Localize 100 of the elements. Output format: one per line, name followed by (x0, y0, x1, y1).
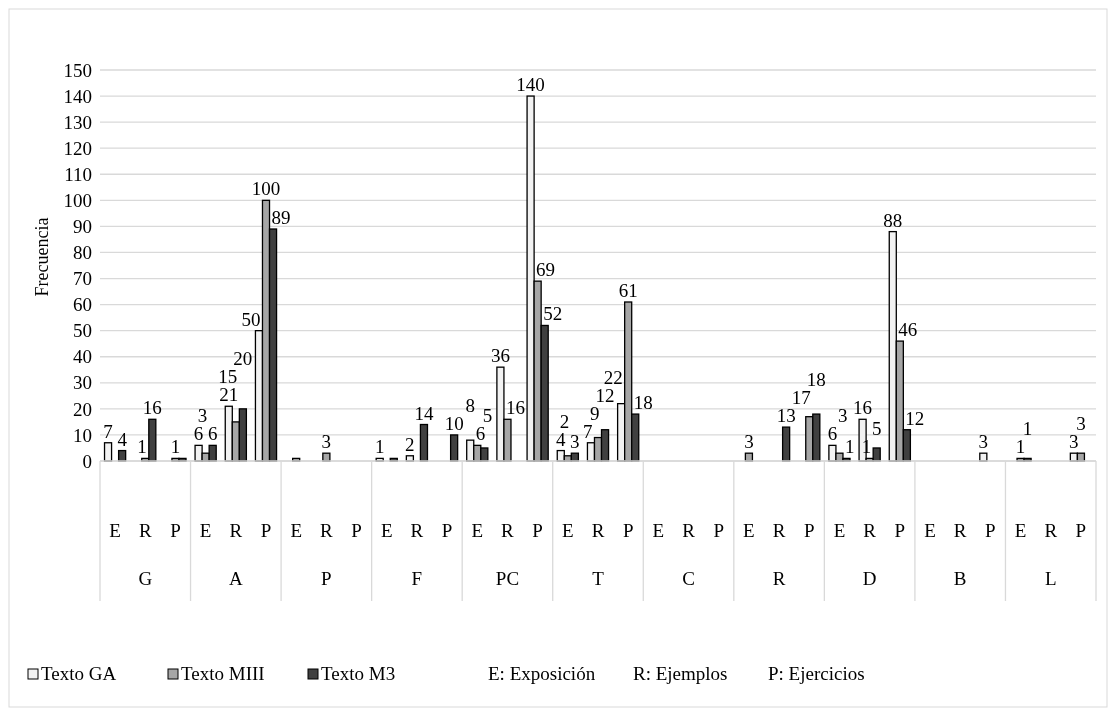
data-label: 88 (883, 209, 903, 231)
data-label: 1 (844, 436, 855, 458)
text: D (862, 568, 877, 589)
data-label: 1 (374, 436, 385, 458)
data-label: 52 (543, 303, 563, 325)
x-tick-label: P (532, 520, 543, 541)
x-tick-label: P (351, 520, 362, 541)
x-tick-label: R (772, 520, 786, 541)
text: B (953, 568, 967, 589)
data-label: 61 (618, 279, 638, 301)
y-tick-label: 30 (73, 372, 92, 394)
y-tick-label: 10 (73, 424, 92, 446)
y-tick-label: 110 (64, 163, 92, 185)
x-tick-label: P (1075, 520, 1087, 541)
y-tick-label: 120 (63, 137, 92, 159)
x-tick-label: R (501, 520, 515, 541)
data-label: 16 (142, 397, 162, 419)
text: A (228, 568, 243, 589)
x-tick-label: P (894, 520, 906, 541)
x-tick-label: R (863, 520, 877, 541)
text: T (592, 568, 605, 589)
legend-label: Texto MIII (181, 663, 265, 684)
y-tick-label: 100 (63, 189, 92, 211)
x-tick-label: P (441, 520, 453, 541)
x-tick-label: R (229, 520, 243, 541)
x-tick-label: R (682, 520, 696, 541)
data-label: 5 (871, 418, 882, 440)
x-tick-label: R (138, 520, 152, 541)
x-tick-label: E (743, 520, 755, 541)
y-tick-label: 130 (63, 111, 92, 133)
data-label: 3 (1076, 413, 1086, 435)
data-label: 8 (465, 394, 475, 416)
data-label: 16 (853, 397, 873, 419)
data-label: 12 (905, 407, 925, 429)
data-label: 36 (490, 345, 510, 367)
bar (781, 426, 791, 462)
bar (419, 423, 429, 462)
x-tick-label: P (170, 520, 181, 541)
x-tick-label: E (562, 520, 574, 541)
legend-label: Texto GA (41, 663, 117, 684)
x-tick-label: E (471, 520, 484, 541)
x-tick-label: E (652, 520, 665, 541)
data-label: 3 (321, 431, 332, 453)
data-label: 6 (207, 423, 218, 445)
legend-label: Texto M3 (321, 663, 396, 684)
x-tick-label: E (924, 520, 936, 541)
data-label: 1 (170, 436, 181, 458)
y-axis-title: Frecuencia (32, 217, 52, 297)
text: R: Ejemplos (633, 663, 728, 684)
x-tick-label: R (953, 520, 967, 541)
text: R (772, 568, 786, 589)
y-tick-label: 80 (73, 242, 92, 264)
data-label: 4 (117, 428, 128, 450)
y-tick-label: 0 (82, 450, 92, 472)
data-label: 3 (744, 431, 754, 453)
y-tick-label: 60 (73, 294, 92, 316)
x-tick-label: E (1014, 520, 1027, 541)
x-tick-label: P (985, 520, 996, 541)
text: L (1044, 568, 1057, 589)
y-tick-label: 40 (73, 346, 92, 368)
data-label: 3 (837, 405, 848, 427)
y-tick-label: 20 (73, 398, 92, 420)
data-label: 100 (251, 178, 281, 200)
y-tick-label: 90 (73, 216, 92, 238)
x-tick-label: E (199, 520, 212, 541)
data-label: 10 (444, 412, 464, 434)
x-tick-label: E (833, 520, 846, 541)
x-tick-label: R (320, 520, 334, 541)
data-label: 1 (137, 436, 147, 458)
x-tick-label: P (803, 520, 815, 541)
data-label: 16 (505, 397, 525, 419)
data-label: 2 (405, 433, 415, 455)
y-tick-label: 140 (63, 85, 92, 107)
data-label: 89 (271, 207, 291, 229)
text: P: Ejercicios (768, 663, 865, 684)
x-tick-label: R (410, 520, 424, 541)
text: PC (495, 568, 520, 589)
data-label: 14 (414, 402, 434, 424)
text: F (411, 568, 423, 589)
x-tick-label: P (713, 520, 725, 541)
data-label: 3 (1069, 431, 1079, 453)
data-label: 3 (570, 431, 580, 453)
y-tick-label: 150 (63, 59, 92, 81)
x-tick-label: R (591, 520, 605, 541)
data-label: 3 (978, 431, 989, 453)
data-label: 6 (827, 423, 838, 445)
x-tick-label: P (622, 520, 634, 541)
data-label: 7 (103, 420, 113, 442)
text: G (138, 568, 153, 589)
data-label: 18 (633, 392, 653, 414)
data-label: 50 (241, 308, 261, 330)
text: E: Exposición (488, 663, 596, 684)
text: C (682, 568, 695, 589)
x-tick-label: R (1044, 520, 1058, 541)
x-tick-label: E (290, 520, 302, 541)
y-tick-label: 50 (73, 320, 92, 342)
data-label: 7 (582, 420, 593, 442)
x-tick-label: E (380, 520, 393, 541)
data-label: 46 (898, 319, 918, 341)
data-label: 140 (516, 74, 545, 96)
